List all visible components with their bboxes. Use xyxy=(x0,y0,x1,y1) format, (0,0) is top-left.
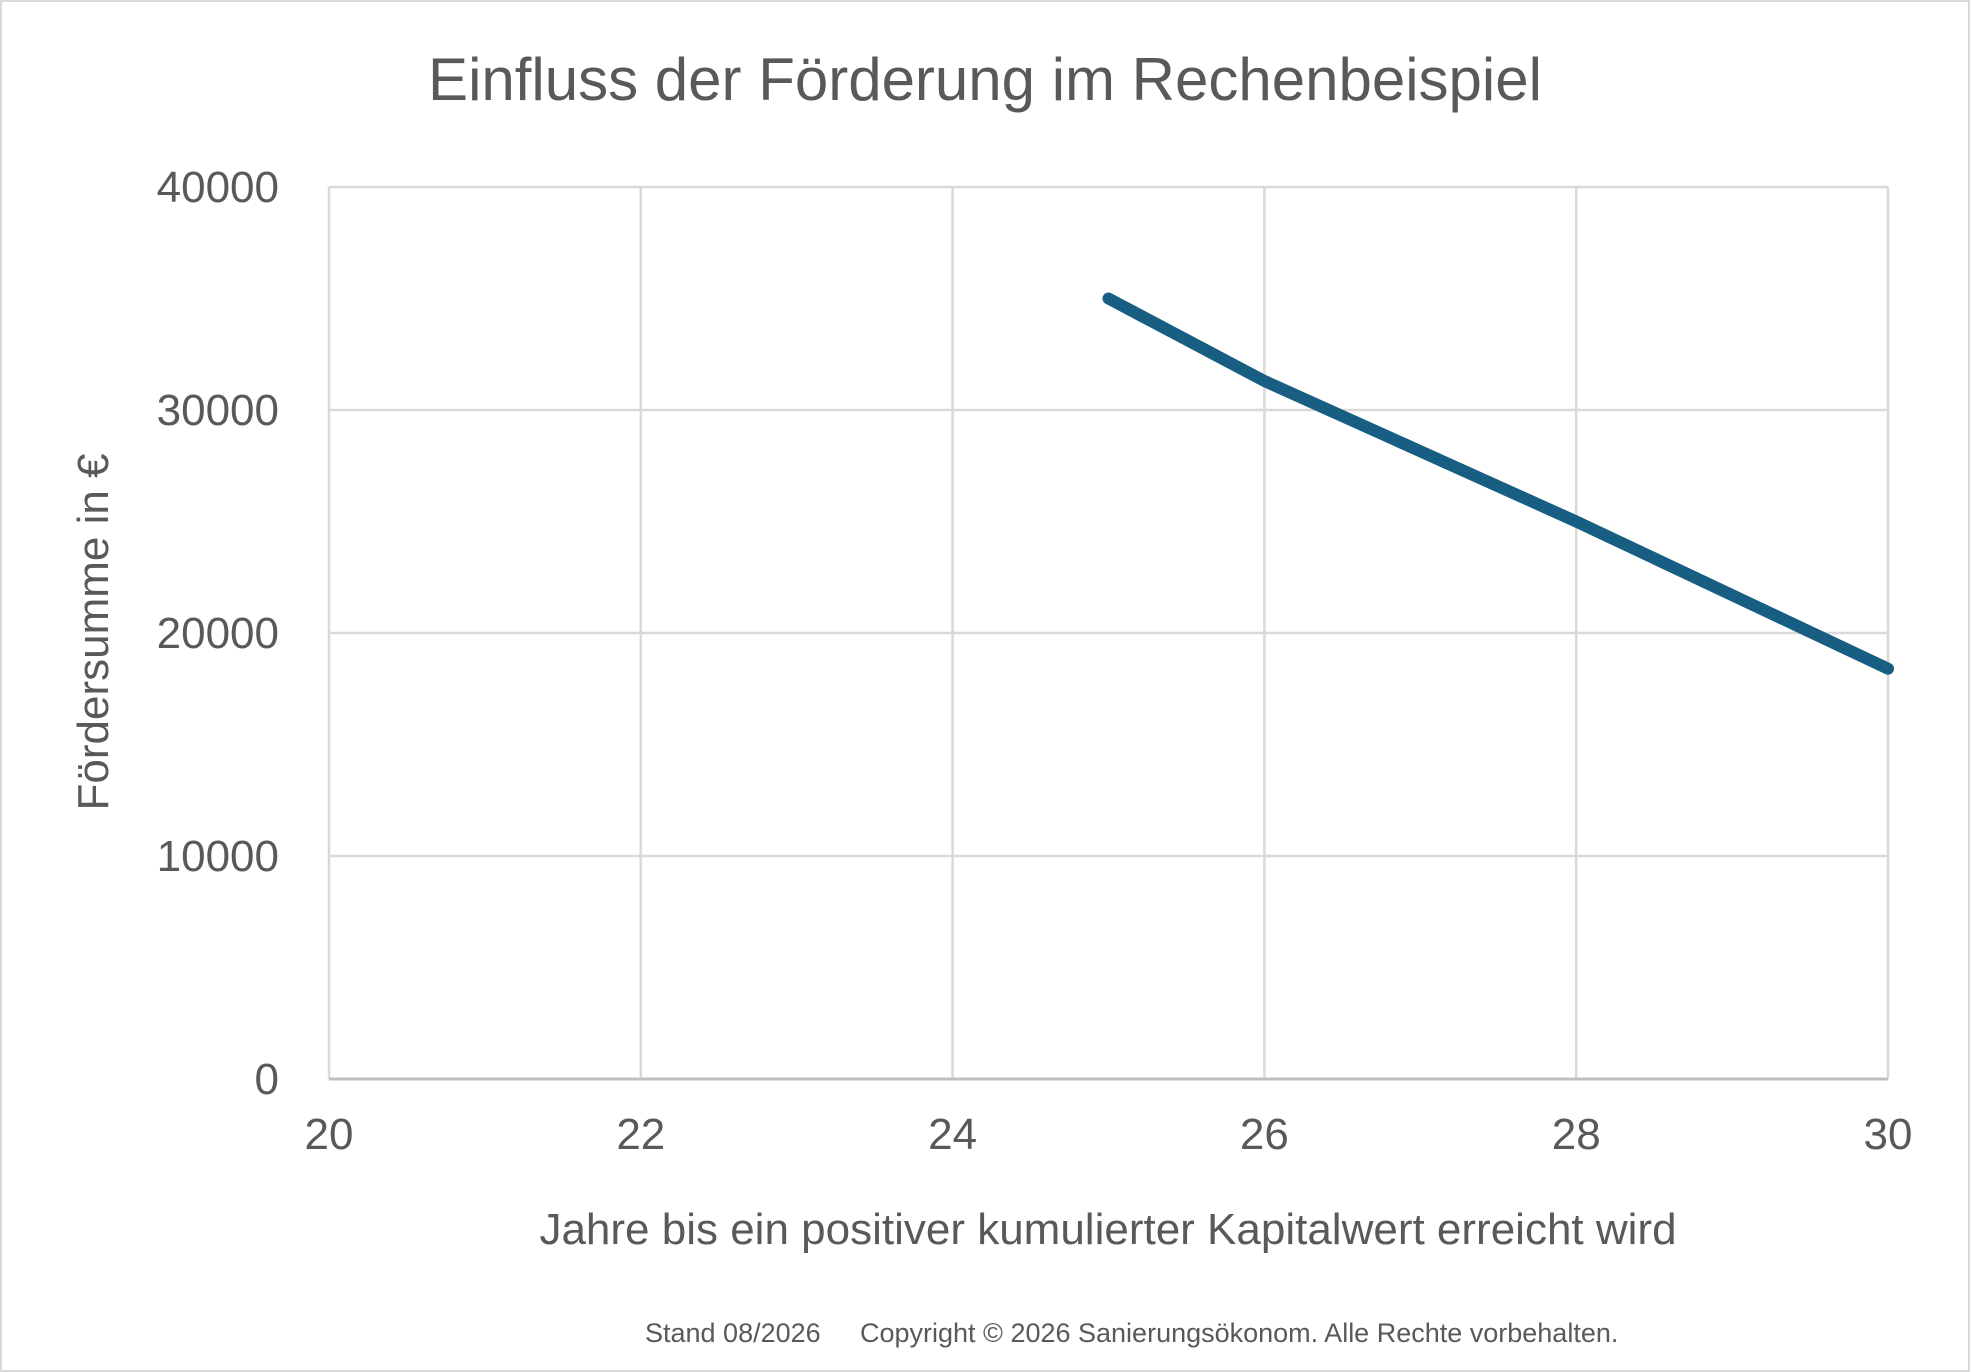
y-tick-label: 0 xyxy=(255,1055,279,1104)
chart-title: Einfluss der Förderung im Rechenbeispiel xyxy=(428,46,1542,113)
x-tick-label: 24 xyxy=(928,1110,977,1159)
x-tick-label: 28 xyxy=(1552,1110,1601,1159)
x-tick-label: 26 xyxy=(1240,1110,1289,1159)
y-tick-label: 30000 xyxy=(157,386,279,435)
x-tick-labels: 20 22 24 26 28 30 xyxy=(305,1110,1913,1159)
y-tick-labels: 0 10000 20000 30000 40000 xyxy=(157,163,279,1104)
x-tick-label: 22 xyxy=(616,1110,665,1159)
series-layer xyxy=(1102,292,1894,675)
footer-stand: Stand 08/2026 xyxy=(645,1318,821,1348)
grid-lines xyxy=(327,185,1890,1079)
y-tick-label: 40000 xyxy=(157,163,279,212)
series-line xyxy=(1102,292,1894,675)
y-tick-label: 20000 xyxy=(157,609,279,658)
footer-copyright: Copyright © 2026 Sanierungsökonom. Alle … xyxy=(860,1318,1618,1348)
x-tick-label: 30 xyxy=(1864,1110,1913,1159)
x-axis-label: Jahre bis ein positiver kumulierter Kapi… xyxy=(539,1205,1676,1254)
y-axis-label: Fördersumme in € xyxy=(69,453,118,810)
x-tick-label: 20 xyxy=(305,1110,354,1159)
y-tick-label: 10000 xyxy=(157,832,279,881)
